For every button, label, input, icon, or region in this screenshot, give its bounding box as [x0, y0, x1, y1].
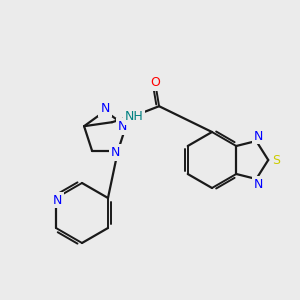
- Text: N: N: [100, 103, 110, 116]
- Text: N: N: [254, 178, 263, 190]
- Text: NH: NH: [125, 110, 143, 123]
- Text: O: O: [150, 76, 160, 89]
- Text: N: N: [254, 130, 263, 142]
- Text: S: S: [272, 154, 280, 166]
- Text: N: N: [52, 194, 62, 206]
- Text: N: N: [118, 120, 128, 133]
- Text: N: N: [111, 146, 121, 159]
